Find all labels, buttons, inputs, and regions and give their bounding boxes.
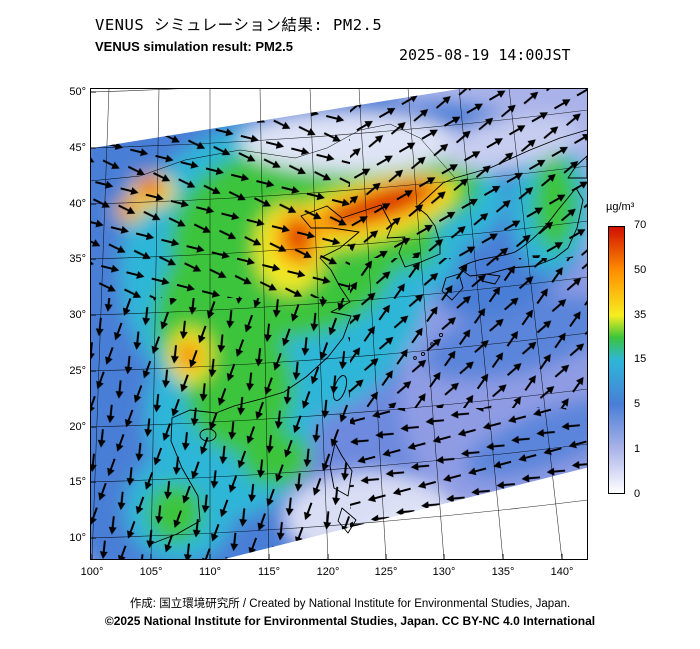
- map-canvas: [30, 53, 665, 598]
- lon-tick-125: 125°: [374, 566, 398, 578]
- lon-tick-130: 130°: [432, 566, 456, 578]
- lat-tick-45: 45°: [69, 142, 86, 154]
- lon-tick-110: 110°: [199, 566, 221, 578]
- lon-tick-115: 115°: [258, 566, 280, 578]
- valid-timestamp: 2025-08-19 14:00JST: [399, 46, 571, 64]
- lon-tick-100: 100°: [80, 566, 104, 578]
- map-frame: [90, 88, 588, 560]
- lon-tick-140: 140°: [550, 566, 574, 578]
- colorbar-tick-0: 0: [634, 488, 641, 500]
- page-title-english: VENUS simulation result: PM2.5: [95, 39, 293, 54]
- lat-tick-35: 35°: [69, 253, 86, 265]
- colorbar-tick-1: 1: [634, 443, 641, 455]
- colorbar-tick-70: 70: [634, 219, 647, 231]
- lat-tick-10: 10°: [69, 532, 86, 544]
- lat-tick-30: 30°: [69, 309, 86, 321]
- colorbar-tick-50: 50: [634, 264, 647, 276]
- lon-tick-120: 120°: [316, 566, 340, 578]
- page-title-japanese: VENUS シミュレーション結果: PM2.5: [95, 16, 383, 34]
- colorbar-tick-5: 5: [634, 398, 641, 410]
- credit-line: 作成: 国立環境研究所 / Created by National Instit…: [129, 598, 571, 610]
- colorbar-unit-label: µg/m³: [606, 201, 635, 213]
- lon-tick-135: 135°: [491, 566, 515, 578]
- lat-tick-40: 40°: [69, 198, 86, 210]
- colorbar-tick-15: 15: [634, 353, 647, 365]
- lat-tick-15: 15°: [69, 476, 86, 488]
- lat-tick-20: 20°: [69, 421, 86, 433]
- lon-tick-105: 105°: [139, 566, 163, 578]
- colorbar-gradient: [608, 226, 625, 494]
- lat-tick-25: 25°: [69, 365, 86, 377]
- map-plot-area: [30, 53, 665, 598]
- colorbar-tick-35: 35: [634, 309, 647, 321]
- lat-tick-50: 50°: [69, 86, 86, 98]
- copyright-line: ©2025 National Institute for Environment…: [104, 614, 596, 628]
